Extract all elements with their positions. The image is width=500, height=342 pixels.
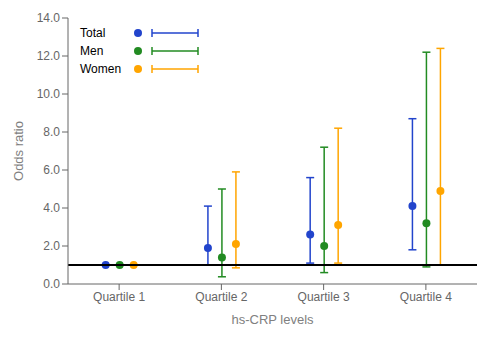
html-text:Women: Women	[80, 62, 122, 76]
svg-text:10.0: 10.0	[37, 87, 61, 101]
svg-text:Quartile 3: Quartile 3	[298, 290, 350, 304]
svg-text:6.0: 6.0	[43, 163, 60, 177]
svg-text:0.0: 0.0	[43, 277, 60, 291]
html-text:Men: Men	[80, 44, 104, 58]
svg-text:Quartile 1: Quartile 1	[93, 290, 145, 304]
svg-text:8.0: 8.0	[43, 125, 60, 139]
svg-text:2.0: 2.0	[43, 239, 60, 253]
svg-text:hs-CRP levels: hs-CRP levels	[231, 312, 314, 327]
svg-text:12.0: 12.0	[37, 49, 61, 63]
svg-text:14.0: 14.0	[37, 11, 61, 25]
svg-text:4.0: 4.0	[43, 201, 60, 215]
html-text:Total: Total	[80, 26, 106, 40]
svg-text:Quartile 2: Quartile 2	[195, 290, 247, 304]
svg-text:Odds ratio: Odds ratio	[11, 121, 26, 181]
svg-text:Quartile 4: Quartile 4	[400, 290, 452, 304]
